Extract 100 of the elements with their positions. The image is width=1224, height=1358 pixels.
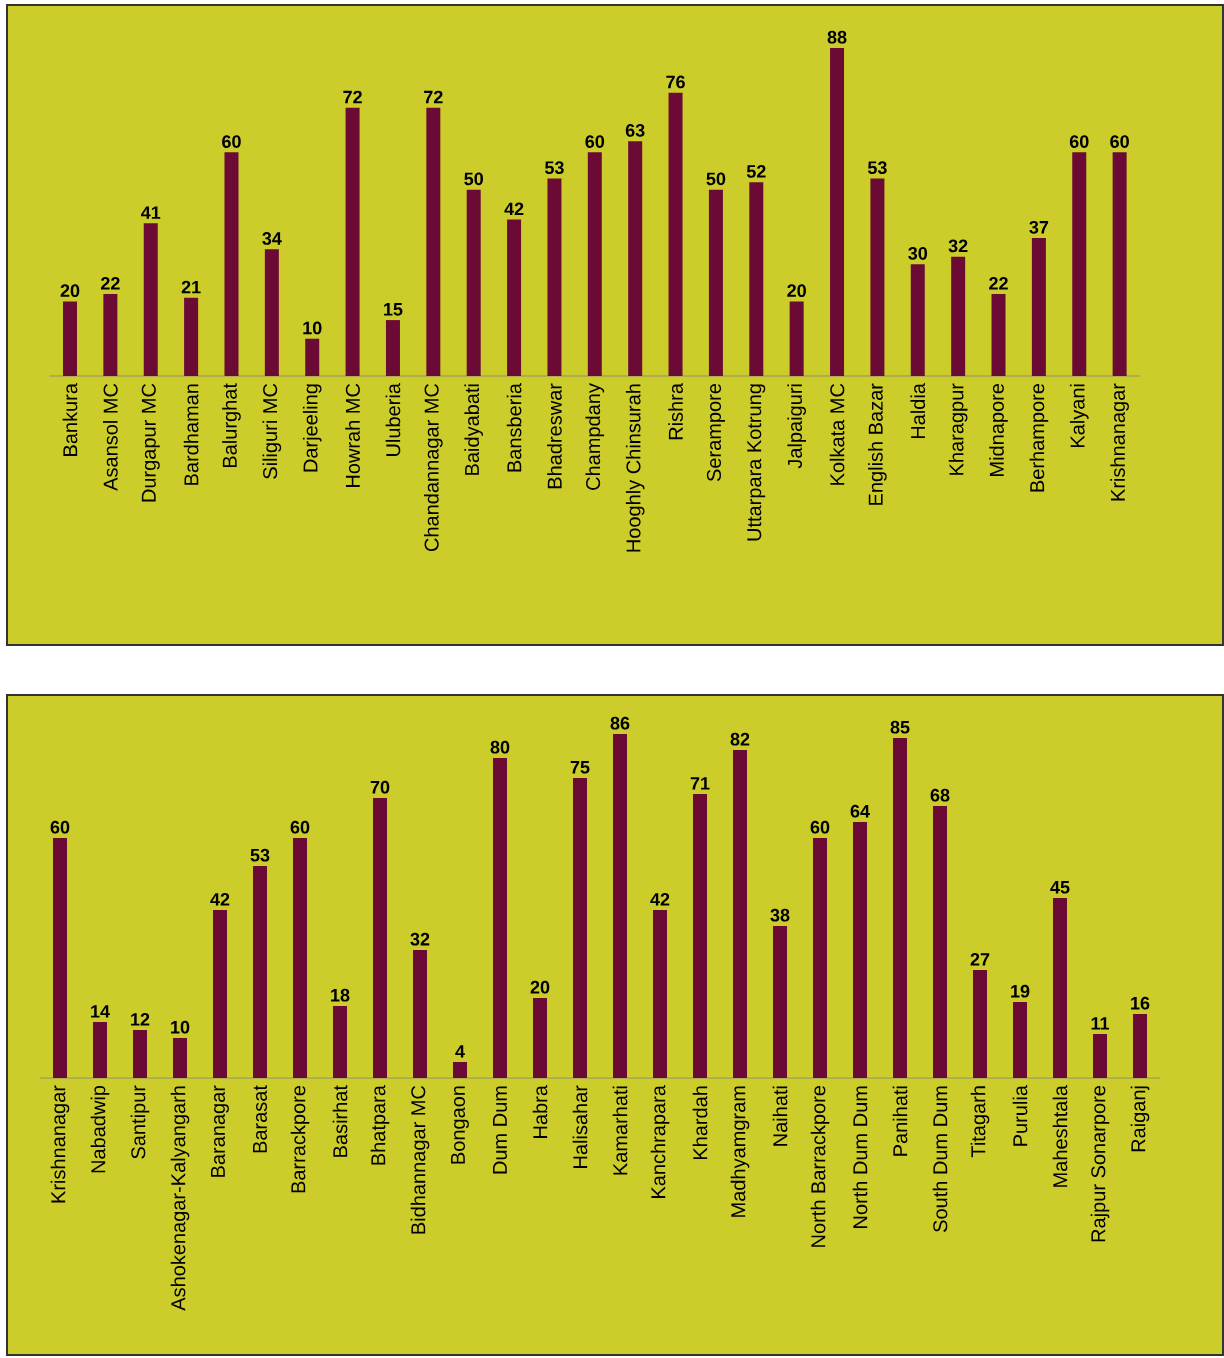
data-label: 63 <box>625 124 645 137</box>
bar <box>53 837 67 1078</box>
x-tick-label: Naihati <box>772 1086 788 1146</box>
bar <box>870 178 885 376</box>
bar <box>224 152 239 376</box>
data-label: 42 <box>210 893 230 906</box>
x-tick-label: Bankura <box>62 383 78 456</box>
data-label: 21 <box>181 280 201 294</box>
bar <box>373 798 387 1078</box>
x-tick-label: Champdany <box>585 383 605 490</box>
data-label: 20 <box>787 284 806 298</box>
x-tick-label: Madhyamgram <box>730 1086 750 1217</box>
data-label: 70 <box>370 780 390 794</box>
x-tick-label: North Dum Dum <box>852 1086 868 1228</box>
data-label: 45 <box>1050 881 1070 894</box>
bar <box>991 293 1006 376</box>
data-label: 20 <box>60 284 80 298</box>
x-tick-label: Hooghly Chinsurah <box>625 384 645 552</box>
bar <box>653 910 667 1078</box>
data-label: 4 <box>455 1045 465 1058</box>
bar <box>668 92 683 376</box>
data-label: 72 <box>424 90 443 104</box>
bar <box>547 178 562 376</box>
x-tick-label: Baidyabati <box>464 384 484 475</box>
x-tick-label: Rajpur Sonarpore <box>1090 1086 1110 1242</box>
bar <box>63 301 77 376</box>
data-label: 37 <box>1029 220 1049 234</box>
data-label: 75 <box>570 761 590 774</box>
bar <box>1072 152 1087 376</box>
bar <box>333 1005 347 1078</box>
x-tick-label: Bansberia <box>506 383 522 472</box>
bar <box>385 320 400 376</box>
x-tick-label: Kharagpur <box>948 383 968 475</box>
bar <box>789 301 804 376</box>
data-label: 60 <box>810 820 830 834</box>
bar <box>708 189 723 376</box>
bar <box>1013 1001 1027 1078</box>
data-label: 38 <box>770 908 790 922</box>
x-tick-label: Baranagar <box>211 1085 229 1177</box>
data-label: 32 <box>410 932 430 946</box>
x-tick-label: North Barrackpore <box>810 1086 830 1247</box>
x-tick-label: Khardah <box>692 1086 708 1160</box>
bar <box>973 969 987 1078</box>
data-label: 60 <box>222 135 241 148</box>
data-label: 42 <box>504 202 524 216</box>
x-tick-label: Haldia <box>910 383 926 439</box>
x-tick-label: Jalpaiguri <box>787 384 806 469</box>
bar <box>1093 1034 1107 1078</box>
bar <box>305 338 320 376</box>
bar <box>910 264 925 376</box>
bar <box>213 910 227 1078</box>
x-tick-label: Bongaon <box>451 1086 469 1164</box>
bar <box>453 1061 467 1078</box>
bar <box>733 750 747 1078</box>
data-label: 60 <box>585 135 605 148</box>
bar <box>1133 1013 1147 1078</box>
bar <box>264 249 279 376</box>
x-tick-label: Halisahar <box>572 1085 588 1168</box>
data-label: 10 <box>171 1020 190 1034</box>
data-label: 88 <box>827 30 847 44</box>
bar <box>507 219 522 376</box>
x-tick-label: Berhampore <box>1029 383 1049 492</box>
x-tick-label: Bidhannagar MC <box>410 1085 430 1234</box>
data-label: 41 <box>141 206 161 219</box>
data-label: 60 <box>50 820 70 834</box>
bar <box>1112 152 1127 376</box>
x-tick-label: Kamarhati <box>612 1086 628 1175</box>
data-label: 82 <box>730 732 750 746</box>
bar <box>293 837 307 1078</box>
data-label: 11 <box>1091 1017 1110 1030</box>
bar <box>413 950 427 1078</box>
data-label: 10 <box>303 321 322 335</box>
bar <box>345 107 360 376</box>
bar <box>613 734 627 1078</box>
data-label: 32 <box>948 239 968 253</box>
x-tick-label: Krishnanagar <box>1110 383 1129 501</box>
data-label: 50 <box>706 172 726 186</box>
data-label: 53 <box>250 848 270 862</box>
x-tick-label: Barasat <box>253 1085 267 1153</box>
x-tick-label: Bhatpara <box>370 1085 390 1165</box>
bar <box>493 758 507 1078</box>
x-tick-label: Serampore <box>706 383 725 482</box>
x-tick-label: Asansol MC <box>103 383 118 491</box>
data-label: 27 <box>970 953 990 966</box>
data-label: 12 <box>131 1013 150 1026</box>
data-label: 15 <box>384 303 403 316</box>
bar <box>533 998 547 1078</box>
x-tick-label: Basirhat <box>332 1085 348 1157</box>
data-label: 30 <box>908 247 928 260</box>
bar <box>173 1038 187 1078</box>
bar <box>1031 238 1046 376</box>
bar <box>93 1021 107 1078</box>
bar <box>813 837 828 1078</box>
x-tick-label: English Bazar <box>868 383 887 505</box>
x-tick-label: Maheshtala <box>1052 1085 1068 1187</box>
x-tick-label: Rishra <box>668 383 683 440</box>
data-label: 16 <box>1131 996 1150 1010</box>
x-tick-label: Midnapore <box>989 383 1008 476</box>
x-tick-label: Siliguri MC <box>262 383 282 479</box>
bar <box>628 141 643 376</box>
